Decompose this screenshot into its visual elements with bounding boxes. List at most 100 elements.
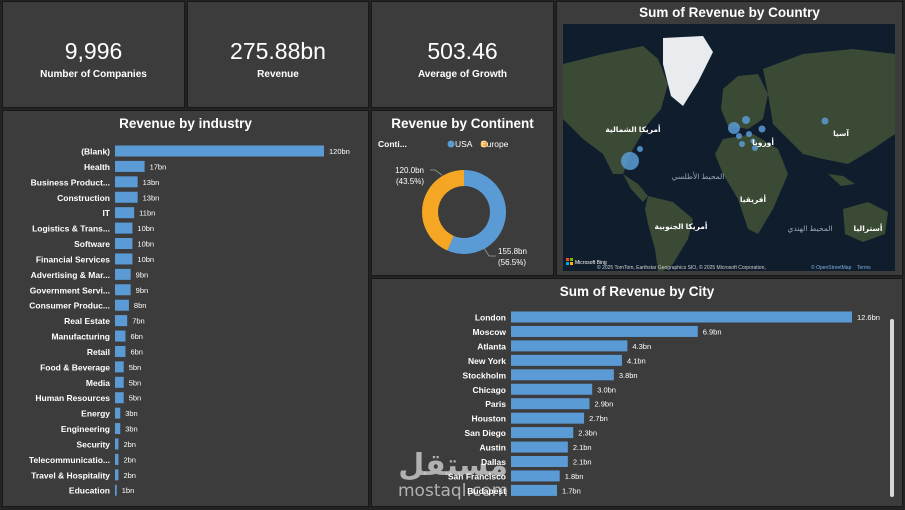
world-map-svg: أمريكا الشمالية أوروبا آسيا أفريقيا أمري…	[563, 24, 895, 271]
data-label: 3.0bn	[597, 385, 616, 394]
industry-chart-panel: Revenue by industry (Blank) 120bn Health 17…	[2, 110, 369, 507]
category-label: Media	[86, 378, 110, 388]
bar	[511, 398, 590, 410]
bubble-moscow[interactable]	[758, 125, 766, 133]
indonesia-land	[828, 174, 855, 186]
bubble-london[interactable]	[728, 122, 740, 134]
category-label: Atlanta	[477, 341, 506, 351]
osm-link[interactable]: © OpenStreetMap	[811, 264, 852, 271]
bar	[115, 191, 138, 203]
category-label: Chicago	[472, 385, 506, 395]
category-label: Health	[84, 162, 110, 172]
label-asia: آسيا	[833, 128, 849, 138]
category-label: Government Servi...	[30, 285, 110, 295]
europe-land	[721, 74, 768, 129]
category-label: Moscow	[472, 327, 506, 337]
data-label: 17bn	[150, 162, 167, 171]
industry-bar-chart: (Blank) 120bn Health 17bn Business Product..…	[29, 145, 350, 496]
kpi-card-growth: 503.46 Average of Growth	[371, 1, 554, 108]
data-label: 4.1bn	[627, 356, 646, 365]
data-label: 8bn	[134, 301, 147, 310]
bar	[115, 345, 126, 357]
map-title: Sum of Revenue by Country	[639, 5, 820, 20]
data-label: 2bn	[123, 455, 136, 464]
bar	[115, 160, 145, 172]
bubble-europe-3[interactable]	[750, 138, 756, 144]
bubble-budapest[interactable]	[752, 145, 758, 151]
north-america-land	[563, 46, 668, 174]
data-label: 3bn	[125, 425, 138, 434]
south-america-land	[645, 196, 693, 271]
bar	[511, 354, 622, 366]
revenue-bubbles	[621, 116, 829, 170]
slice-percent-label: (43.5%)	[396, 177, 424, 186]
data-label: 11bn	[139, 209, 155, 218]
bar	[115, 392, 124, 404]
bubble-paris[interactable]	[736, 133, 742, 139]
category-label: Energy	[81, 409, 110, 419]
bar	[511, 427, 574, 439]
category-label: Financial Services	[36, 254, 110, 264]
bubble-usa[interactable]	[621, 152, 639, 170]
category-label: Telecommunicatio...	[29, 455, 110, 465]
bar	[511, 412, 585, 424]
bar	[511, 369, 614, 381]
bar	[115, 299, 129, 311]
category-label: Food & Beverage	[40, 362, 110, 372]
bar	[115, 453, 119, 465]
terms-link[interactable]: Terms	[857, 265, 871, 271]
world-map[interactable]: أمريكا الشمالية أوروبا آسيا أفريقيا أمري…	[563, 24, 895, 271]
bar	[511, 441, 568, 453]
bar	[115, 207, 135, 219]
category-label: IT	[102, 208, 110, 218]
industry-chart-title: Revenue by industry	[119, 116, 252, 131]
bubble-stockholm[interactable]	[742, 116, 750, 124]
data-label: 6bn	[130, 332, 143, 341]
watermark-arabic: مستقل	[398, 448, 508, 483]
bar	[511, 383, 593, 395]
data-label: 5bn	[129, 394, 142, 403]
bubble-europe-2[interactable]	[739, 141, 745, 147]
city-chart-title: Sum of Revenue by City	[559, 284, 715, 299]
continent-donut-chart: Conti... USA Europe 155.8bn (56.5%) 120.0bn (4…	[378, 139, 527, 267]
label-europe: أوروبا	[752, 137, 774, 147]
greenland-ice	[663, 36, 713, 106]
bar	[115, 469, 119, 481]
watermark: مستقل mostaql.com	[398, 448, 508, 501]
label-indian-ocean: المحيط الهندي	[788, 224, 833, 233]
data-label: 2bn	[123, 440, 136, 449]
continent-chart-title: Revenue by Continent	[391, 116, 534, 131]
bubble-asia[interactable]	[821, 117, 829, 125]
category-label: (Blank)	[81, 147, 110, 157]
category-label: Advertising & Mar...	[31, 270, 110, 280]
slice-value-label: 120.0bn	[395, 166, 424, 175]
category-label: Business Product...	[31, 177, 110, 187]
bubble-us-east[interactable]	[637, 146, 643, 152]
bar	[511, 325, 698, 337]
donut-slice	[447, 170, 506, 254]
bar	[115, 268, 131, 280]
bing-logo-icon	[566, 258, 573, 265]
data-label: 10bn	[137, 255, 154, 264]
category-label: London	[475, 313, 506, 323]
city-chart-scrollbar[interactable]	[890, 319, 894, 497]
data-label: 2.9bn	[594, 400, 613, 409]
category-label: Consumer Produc...	[29, 301, 110, 311]
category-label: Logistics & Trans...	[32, 224, 110, 234]
category-label: Engineering	[61, 424, 110, 434]
category-label: Security	[76, 439, 110, 449]
bar	[115, 145, 324, 157]
city-chart-panel: Sum of Revenue by City London 12.6bn Mosco…	[371, 278, 903, 507]
africa-land	[715, 134, 788, 234]
data-label: 5bn	[129, 363, 142, 372]
data-label: 120bn	[329, 147, 350, 156]
bar	[511, 470, 560, 482]
data-label: 2.7bn	[589, 414, 608, 423]
bar	[115, 423, 121, 435]
data-label: 6bn	[130, 347, 143, 356]
map-panel[interactable]: Sum of Revenue by Country	[556, 1, 903, 276]
category-label: Human Resources	[35, 393, 110, 403]
category-label: Austin	[480, 443, 506, 453]
central-america-land	[623, 174, 648, 202]
bubble-europe-1[interactable]	[746, 131, 752, 137]
